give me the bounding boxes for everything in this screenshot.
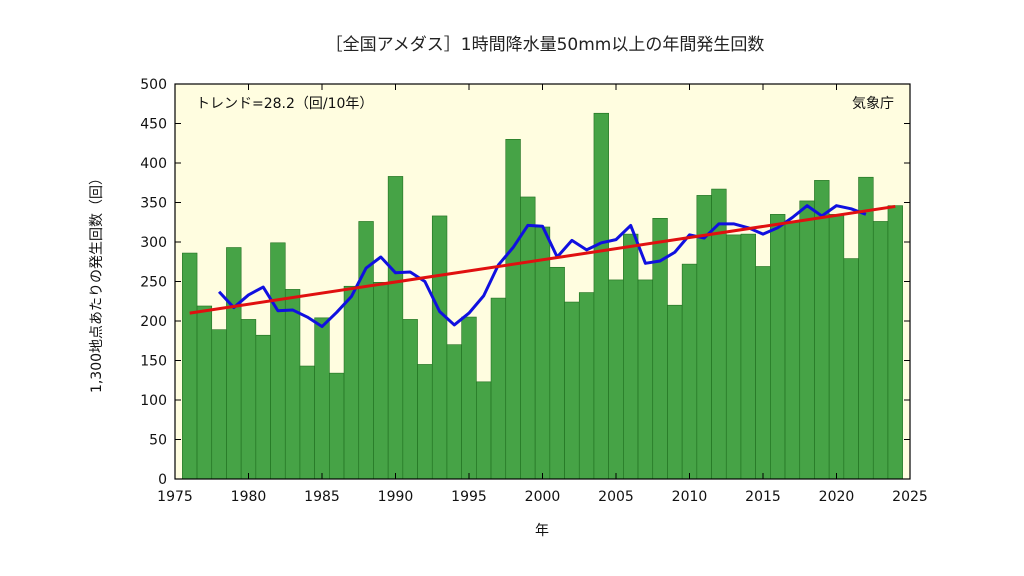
bar-1981 [255, 334, 271, 480]
x-tick-label-2025: 2025 [892, 489, 928, 505]
y-tick-label-400: 400 [140, 156, 167, 172]
bar-1987 [343, 285, 360, 480]
y-tick-label-150: 150 [140, 354, 167, 370]
y-tick-label-450: 450 [140, 117, 167, 133]
bar-2024 [887, 205, 903, 480]
y-tick-label-350: 350 [140, 196, 167, 212]
x-tick-label-1990: 1990 [378, 489, 414, 505]
bar-2000 [534, 226, 551, 480]
bar-1982 [270, 242, 286, 480]
bar-1995 [461, 316, 477, 480]
bar-2014 [740, 233, 756, 480]
y-tick-label-200: 200 [140, 314, 167, 330]
bar-2004 [593, 112, 609, 480]
y-tick-label-50: 50 [149, 433, 167, 449]
bar-2015 [755, 266, 771, 480]
y-tick-label-300: 300 [140, 235, 167, 251]
bar-1988 [358, 221, 374, 480]
source-label: 気象庁 [852, 96, 894, 112]
bar-1992 [417, 364, 433, 480]
x-tick-label-1980: 1980 [231, 489, 267, 505]
bar-2010 [681, 263, 698, 480]
y-tick-label-100: 100 [140, 393, 167, 409]
bar-2001 [549, 266, 565, 480]
bar-2021 [843, 258, 859, 480]
bar-2009 [667, 304, 683, 480]
bar-2013 [725, 234, 742, 480]
bar-2020 [828, 214, 845, 480]
axes-layer: 1975 1980 1985 1990 1995 2000 2005 2010 2015 2020… [140, 77, 928, 505]
x-axis-label: 年 [535, 523, 549, 539]
y-tick-label-250: 250 [140, 275, 167, 291]
bar-2002 [564, 301, 580, 480]
trend-label: トレンド=28.2（回/10年） [196, 96, 373, 112]
bar-1999 [520, 196, 536, 480]
bar-1978 [211, 329, 227, 480]
bar-1994 [446, 344, 462, 480]
moving-average-line [218, 204, 867, 329]
bar-2006 [623, 233, 639, 480]
bar-2019 [814, 180, 830, 480]
bar-1997 [490, 297, 507, 480]
bar-1993 [431, 215, 448, 480]
bar-1998 [505, 139, 521, 480]
x-tick-label-1995: 1995 [451, 489, 487, 505]
bar-1985 [314, 317, 330, 480]
y-axis-label: 1,300地点あたりの発生回数（回） [89, 171, 105, 393]
chart-title: ［全国アメダス］1時間降水量50mm以上の年間発生回数 [326, 35, 765, 55]
bar-1979 [226, 247, 242, 480]
bar-2017 [784, 221, 801, 480]
bar-2003 [578, 292, 595, 480]
bar-1980 [240, 319, 257, 480]
bar-2023 [872, 221, 889, 480]
bar-1991 [402, 319, 418, 480]
bar-1984 [299, 365, 315, 480]
bar-2018 [799, 200, 815, 480]
x-tick-label-2005: 2005 [598, 489, 634, 505]
x-tick-label-2020: 2020 [819, 489, 855, 505]
y-tick-label-500: 500 [140, 77, 167, 93]
x-tick-label-1975: 1975 [157, 489, 193, 505]
y-tick-label-0: 0 [158, 472, 167, 488]
bar-1996 [476, 381, 492, 480]
bar-1976 [182, 252, 198, 480]
bar-1986 [329, 372, 345, 480]
bar-1977 [196, 305, 213, 480]
x-tick-label-2000: 2000 [525, 489, 561, 505]
bar-1983 [284, 289, 301, 480]
bar-1989 [373, 281, 389, 480]
bar-2016 [770, 214, 786, 480]
bar-2007 [637, 279, 654, 480]
bar-1990 [387, 176, 404, 480]
lines-layer [189, 204, 896, 329]
x-tick-label-2010: 2010 [672, 489, 708, 505]
x-tick-label-1985: 1985 [304, 489, 340, 505]
bar-2022 [858, 176, 874, 480]
bar-2005 [608, 279, 624, 480]
trend-line [189, 204, 896, 315]
x-tick-label-2015: 2015 [745, 489, 781, 505]
